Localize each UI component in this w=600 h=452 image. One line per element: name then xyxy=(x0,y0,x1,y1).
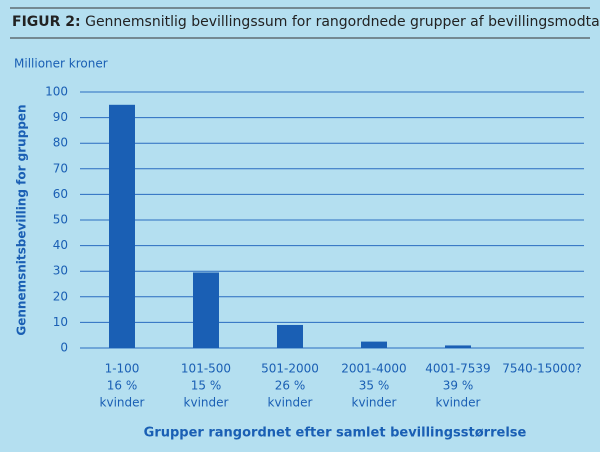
x-tick-sublabel: kvinder xyxy=(100,396,145,410)
bar xyxy=(109,104,135,348)
title-prefix: FIGUR 2: xyxy=(12,14,81,30)
y-tick-label: 100 xyxy=(45,85,68,99)
y-tick-label: 50 xyxy=(53,213,68,227)
x-tick-sublabel: 26 % xyxy=(275,379,306,393)
x-tick-label: 4001-7539 xyxy=(425,362,490,376)
y-tick-label: 70 xyxy=(53,161,68,175)
y-tick-label: 90 xyxy=(53,110,68,124)
x-tick-label: 7540-15000? xyxy=(502,362,581,376)
x-tick-sublabel: kvinder xyxy=(436,396,481,410)
y-tick-label: 10 xyxy=(53,315,68,329)
x-tick-sublabel: 35 % xyxy=(359,379,390,393)
x-tick-label: 101-500 xyxy=(181,362,231,376)
x-tick-sublabel: kvinder xyxy=(268,396,313,410)
title-text: Gennemsnitlig bevillingssum for rangordn… xyxy=(85,14,600,30)
y-axis-title: Gennemsnitsbevilling for gruppen xyxy=(15,104,29,335)
x-axis-title: Grupper rangordnet efter samlet bevillin… xyxy=(144,426,527,441)
unit-label: Millioner kroner xyxy=(14,57,108,71)
chart-title: FIGUR 2: Gennemsnitlig bevillingssum for… xyxy=(12,14,600,30)
y-tick-label: 20 xyxy=(53,289,68,303)
bar xyxy=(445,345,471,348)
x-tick-sublabel: kvinder xyxy=(184,396,229,410)
x-tick-label: 501-2000 xyxy=(261,362,319,376)
bar xyxy=(277,324,303,348)
x-tick-label: 2001-4000 xyxy=(341,362,406,376)
bar xyxy=(193,272,219,348)
x-tick-label: 1-100 xyxy=(105,362,140,376)
y-tick-label: 80 xyxy=(53,136,68,150)
x-tick-sublabel: 15 % xyxy=(191,379,222,393)
y-tick-label: 30 xyxy=(53,264,68,278)
bar xyxy=(361,341,387,348)
x-tick-sublabel: kvinder xyxy=(352,396,397,410)
y-tick-label: 60 xyxy=(53,187,68,201)
x-tick-sublabel: 39 % xyxy=(443,379,474,393)
y-tick-label: 40 xyxy=(53,238,68,252)
y-tick-label: 0 xyxy=(60,341,68,355)
x-tick-sublabel: 16 % xyxy=(107,379,138,393)
